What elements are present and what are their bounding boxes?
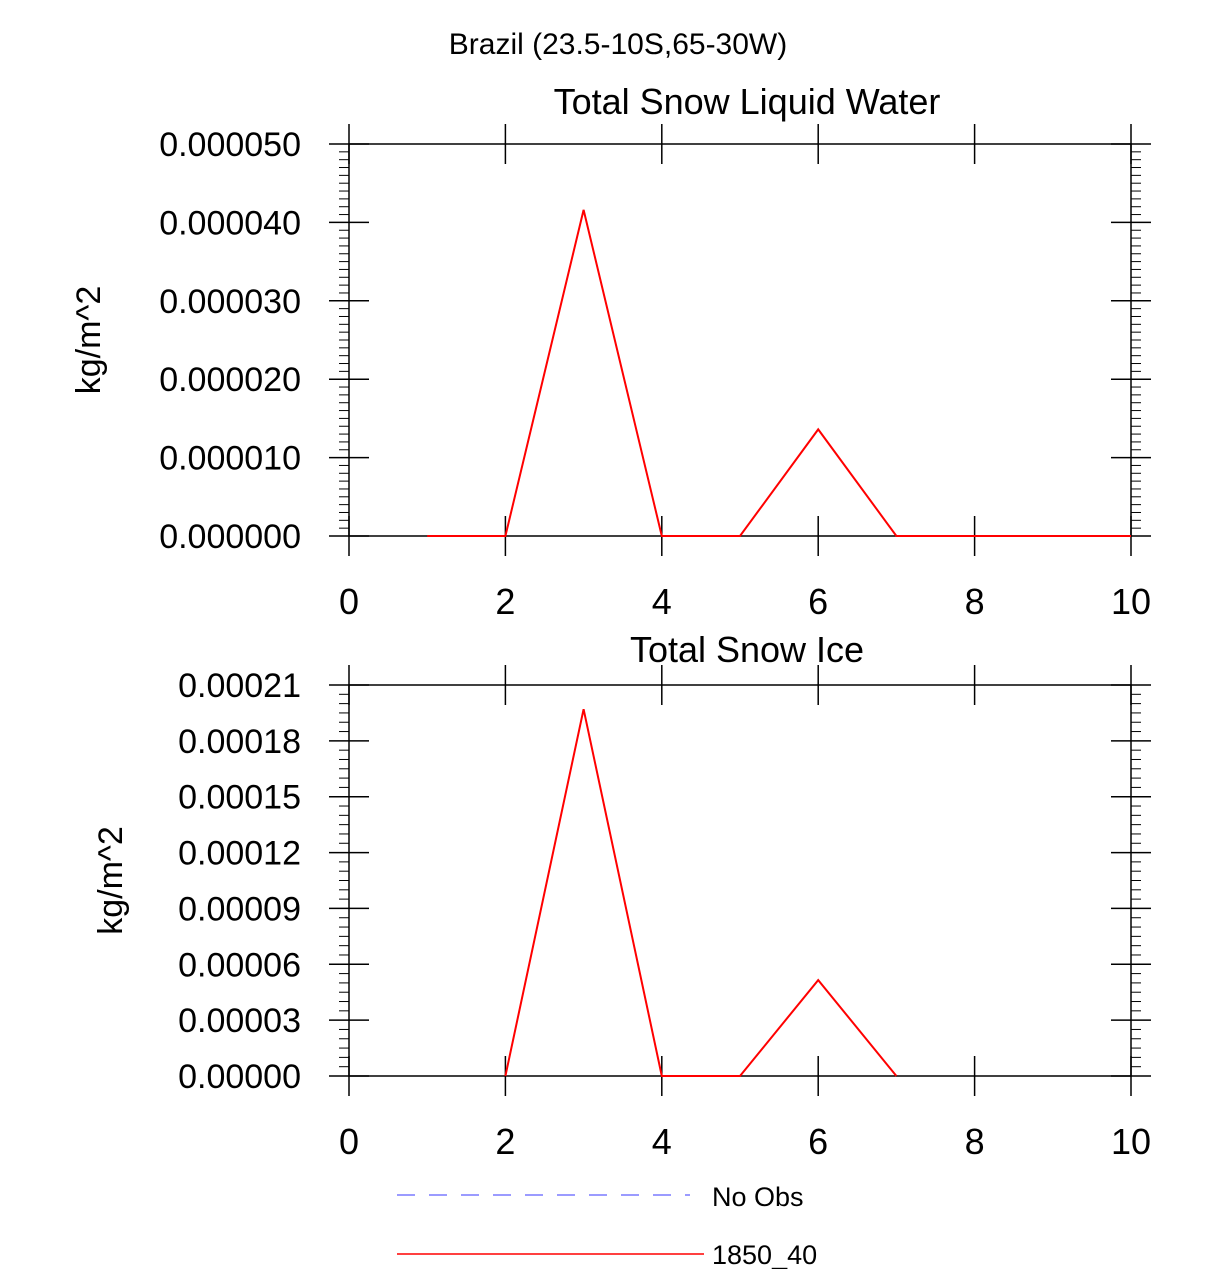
x-tick-label: 6 [808, 1121, 828, 1162]
figure-suptitle: Brazil (23.5-10S,65-30W) [449, 28, 787, 61]
legend-label-1850-40: 1850_40 [712, 1240, 817, 1269]
legend-label-no-obs: No Obs [712, 1182, 804, 1212]
y-tick-label: 0.000040 [159, 204, 301, 242]
y-tick-label: 0.00021 [178, 667, 301, 705]
x-tick-label: 4 [652, 1121, 672, 1162]
y-axis-label: kg/m^2 [70, 286, 108, 395]
y-tick-label: 0.00009 [178, 890, 301, 928]
y-tick-label: 0.000050 [159, 126, 301, 164]
y-tick-label: 0.00003 [178, 1002, 301, 1040]
x-tick-label: 2 [495, 1121, 515, 1162]
x-tick-label: 6 [808, 581, 828, 622]
y-tick-label: 0.000020 [159, 361, 301, 399]
x-tick-label: 4 [652, 581, 672, 622]
legend: No Obs 1850_40 [397, 1182, 817, 1269]
plot-frame [348, 684, 1132, 1077]
x-tick-label: 2 [495, 581, 515, 622]
panel-snow-liquid-water: Total Snow Liquid Water kg/m^2 0 2 4 6 8 10 0.00… [70, 81, 1151, 622]
y-tick-label: 0.000010 [159, 440, 301, 478]
y-tick-label: 0.000000 [159, 518, 301, 556]
series-line-1850_40 [427, 209, 1131, 537]
x-tick-label: 8 [965, 581, 985, 622]
x-tick-label: 10 [1111, 1121, 1151, 1162]
panel-snow-ice: Total Snow Ice kg/m^2 0 2 4 6 8 10 0.00000 0.0000… [92, 629, 1151, 1162]
y-tick-label: 0.00015 [178, 779, 301, 817]
plot-frame [348, 143, 1132, 537]
x-tick-label: 8 [965, 1121, 985, 1162]
y-tick-label: 0.00000 [178, 1058, 301, 1096]
chart-title: Total Snow Ice [630, 629, 864, 670]
y-tick-label: 0.00012 [178, 835, 301, 873]
x-tick-label: 10 [1111, 581, 1151, 622]
y-axis-label: kg/m^2 [92, 826, 130, 935]
x-tick-label: 0 [339, 581, 359, 622]
x-tick-label: 0 [339, 1121, 359, 1162]
series-line-1850_40 [504, 708, 898, 1077]
y-tick-label: 0.00018 [178, 723, 301, 761]
chart-title: Total Snow Liquid Water [554, 81, 941, 122]
y-tick-label: 0.000030 [159, 283, 301, 321]
y-tick-label: 0.00006 [178, 946, 301, 984]
